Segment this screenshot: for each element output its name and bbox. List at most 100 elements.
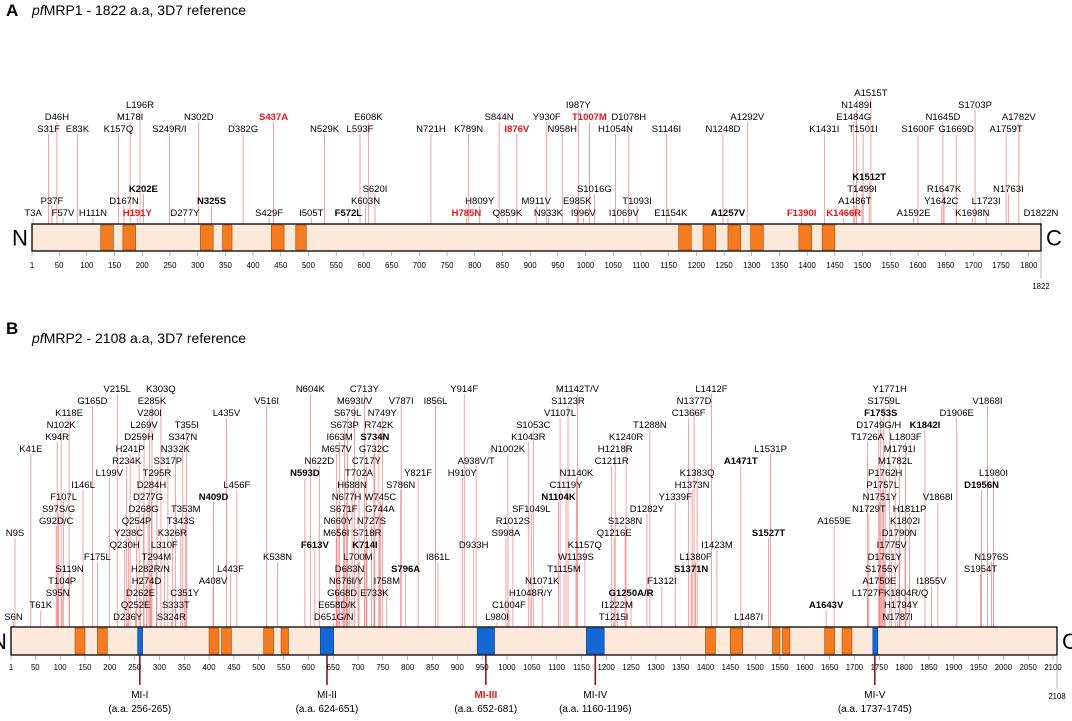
axis-tick-label: 550 (277, 663, 291, 672)
axis-tick-label: 600 (302, 663, 316, 672)
mutation-label: Y238C (114, 528, 143, 539)
axis-tick-label: 500 (252, 663, 266, 672)
n-terminus-label: N (12, 226, 28, 251)
mutation-label: N660Y (324, 516, 354, 527)
axis-tick-label: 1400 (697, 663, 715, 672)
transmembrane-domain (200, 224, 214, 251)
mutation-label: A1759T (989, 124, 1022, 135)
mutation-label: S333T (162, 600, 190, 611)
mutation-label: W745C (365, 492, 397, 503)
mutation-label: T295R (143, 468, 172, 479)
mutation-label: M1791I (884, 444, 916, 455)
panel-a-title-prefix: pf (31, 2, 46, 18)
axis-tick-label: 450 (274, 261, 288, 270)
mutation-label: N1377D (677, 396, 712, 407)
axis-tick-label: 400 (247, 261, 261, 270)
mutation-label: A1643V (809, 600, 844, 611)
mutation-label: C1004F (492, 600, 526, 611)
mutation-label: S786N (386, 480, 415, 491)
axis-tick-label: 1500 (854, 261, 872, 270)
mutation-label: K789N (454, 124, 483, 135)
mutation-label: K1157Q (568, 540, 602, 551)
mutation-label: A1592E (897, 208, 931, 219)
mutation-label: T353M (171, 504, 201, 515)
mutation-label: S1123R (551, 396, 585, 407)
end-marker-label: 1822 (1032, 282, 1049, 291)
c-terminus-label: C (1062, 629, 1072, 654)
mutation-label: P1762H (868, 468, 902, 479)
axis-tick-label: 1050 (523, 663, 541, 672)
mutation-label: D259H (124, 432, 154, 443)
mutation-label: S734N (360, 432, 389, 443)
mutation-label: P1757L (866, 480, 899, 491)
mutation-label: Q254P (122, 516, 152, 527)
mutation-label: L310F (151, 540, 178, 551)
mutation-label: I987Y (566, 100, 591, 111)
mutation-label: N958H (547, 124, 577, 135)
axis-tick-label: 850 (496, 261, 510, 270)
axis-tick-label: 1050 (605, 261, 623, 270)
mutation-label: I505T (299, 208, 323, 219)
mutation-label: L456F (223, 480, 250, 491)
mutation-label: T1215I (599, 612, 629, 623)
motif-range: (a.a. 256-265) (108, 704, 171, 715)
mutation-label: N1976S (974, 552, 1008, 563)
mutation-label: D683N (335, 564, 365, 575)
transmembrane-domain (280, 627, 289, 655)
axis-tick-label: 1900 (945, 663, 963, 672)
axis-tick-label: 900 (451, 663, 465, 672)
motif-range: (a.a. 1737-1745) (838, 704, 912, 715)
transmembrane-domain (782, 627, 791, 655)
mutation-label: S671F (330, 504, 358, 515)
axis-tick-label: 1150 (660, 261, 677, 270)
transmembrane-domain (221, 627, 232, 655)
mutation-label: I1222M (601, 600, 633, 611)
mutation-label: V787I (389, 396, 414, 407)
transmembrane-domain (678, 224, 692, 251)
axis-tick-label: 1750 (992, 261, 1010, 270)
panel-b-title: pfMRP2 - 2108 a.a, 3D7 reference (31, 330, 246, 346)
mutation-label: R234K (112, 456, 142, 467)
axis-tick-label: 450 (227, 663, 241, 672)
mutation-label: N1489I (841, 100, 872, 111)
axis-tick-label: 250 (128, 663, 142, 672)
mutation-label: R1647K (927, 184, 962, 195)
mutation-label: D382G (228, 124, 258, 135)
mutation-label: D1790N (882, 528, 917, 539)
motif-box (319, 627, 334, 655)
mutation-label: V1868I (972, 396, 1002, 407)
axis-tick-label: 1700 (965, 261, 983, 270)
mutation-label: G668D (327, 588, 357, 599)
mutation-label: M693I/V (337, 396, 373, 407)
axis-tick-label: 1650 (937, 261, 955, 270)
mutation-label: E985K (563, 196, 592, 207)
mutation-label: H1218R (598, 444, 633, 455)
mutation-label: N721H (416, 124, 446, 135)
transmembrane-domain (263, 627, 274, 655)
mutation-label: T1501I (848, 124, 878, 135)
axis-tick-label: 1350 (771, 261, 789, 270)
axis-tick-label: 750 (441, 261, 455, 270)
mutation-label: E658D/K (318, 600, 357, 611)
mutation-label: Y914F (450, 384, 478, 395)
mutation-label: H785N (452, 208, 482, 219)
mutation-label: K603N (351, 196, 380, 207)
mutation-label: N325S (197, 196, 226, 207)
mutation-label: L435V (213, 408, 241, 419)
motif-name: MI-IV (583, 690, 607, 701)
mutation-label: S1371N (674, 564, 708, 575)
axis-tick-label: 1550 (882, 261, 900, 270)
motif-range: (a.a. 1160-1196) (559, 704, 631, 715)
mutation-label: S679L (334, 408, 361, 419)
transmembrane-domain (824, 627, 835, 655)
axis-tick-label: 1200 (688, 261, 706, 270)
panel-b-title-rest: MRP2 - 2108 a.a, 3D7 reference (44, 330, 247, 346)
motif-box (137, 627, 143, 655)
axis-tick-label: 750 (376, 663, 390, 672)
mutation-label: A938V/T (458, 456, 495, 467)
mutation-label: L1412F (695, 384, 727, 395)
mutation-label: S31F (37, 124, 60, 135)
mutation-label: N1751Y (863, 492, 898, 503)
mutation-label: L1487I (734, 612, 763, 623)
mutation-label: S347N (168, 432, 197, 443)
